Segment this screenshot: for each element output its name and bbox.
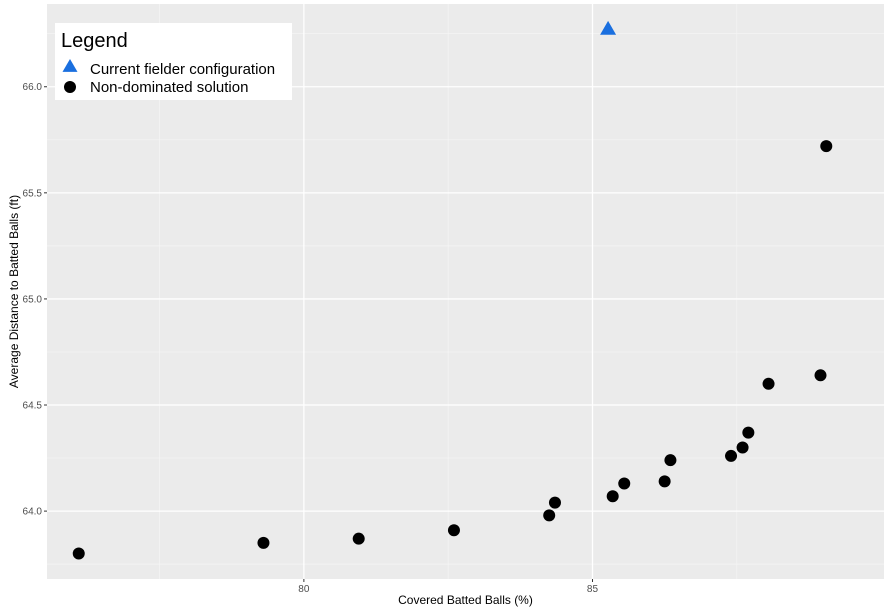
legend-circle-icon xyxy=(64,81,76,93)
legend-triangle-icon xyxy=(62,58,78,72)
non-dominated-point xyxy=(725,449,738,462)
current-configuration-point xyxy=(600,20,617,35)
x-tick-label: 80 xyxy=(298,584,310,595)
non-dominated-point xyxy=(257,536,270,549)
non-dominated-point xyxy=(72,547,85,560)
non-dominated-point xyxy=(352,532,365,545)
non-dominated-point xyxy=(658,475,671,488)
data-points xyxy=(72,20,833,560)
non-dominated-point xyxy=(762,377,775,390)
non-dominated-point xyxy=(447,524,460,537)
non-dominated-point xyxy=(814,369,827,382)
y-tick-label: 64.0 xyxy=(23,507,43,518)
x-tick-label: 85 xyxy=(587,584,599,595)
legend-title: Legend xyxy=(61,30,128,52)
y-axis-ticks: 64.0 64.5 65.0 65.5 66.0 xyxy=(23,82,47,518)
non-dominated-point xyxy=(543,509,556,522)
legend-box xyxy=(55,23,292,100)
y-tick-label: 65.0 xyxy=(23,294,43,305)
y-tick-label: 66.0 xyxy=(23,82,43,93)
non-dominated-point xyxy=(606,490,619,503)
x-axis-title: Covered Batted Balls (%) xyxy=(398,593,533,607)
x-axis-ticks: 80 85 xyxy=(298,579,598,595)
non-dominated-point xyxy=(736,441,749,454)
non-dominated-point xyxy=(820,140,833,153)
legend-label-non-dominated: Non-dominated solution xyxy=(90,79,248,96)
non-dominated-point xyxy=(664,454,677,467)
non-dominated-point xyxy=(618,477,631,490)
legend-label-current-configuration: Current fielder configuration xyxy=(90,61,275,78)
y-axis-title: Average Distance to Batted Balls (ft) xyxy=(7,195,21,388)
non-dominated-point xyxy=(548,496,561,509)
legend: Legend Current fielder configuration Non… xyxy=(55,23,292,100)
y-tick-label: 65.5 xyxy=(23,188,43,199)
y-tick-label: 64.5 xyxy=(23,401,43,412)
non-dominated-point xyxy=(742,426,755,439)
